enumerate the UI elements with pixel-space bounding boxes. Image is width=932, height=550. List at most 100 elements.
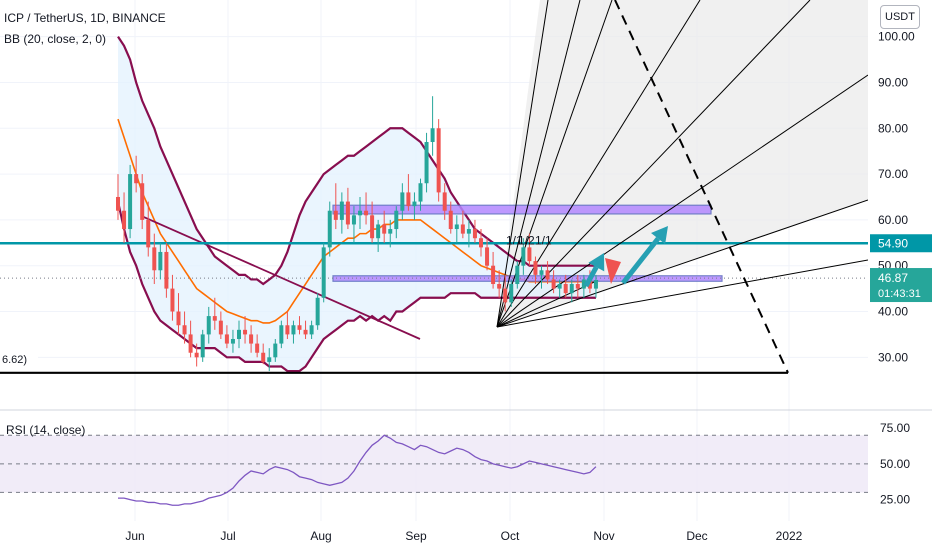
time-tick-label: Aug [310, 529, 331, 543]
candle-body [527, 247, 532, 262]
price-tick-label: 40.00 [878, 305, 908, 319]
up-arrow-small-head[interactable] [588, 253, 605, 272]
candle-body [575, 284, 580, 289]
bb-indicator-legend[interactable]: BB (20, close, 2, 0) [4, 32, 107, 46]
candle-body [448, 210, 453, 230]
currency-button[interactable]: USDT [880, 5, 920, 29]
fan-line[interactable] [496, 0, 549, 328]
candle-body [212, 316, 217, 321]
candle-body [134, 174, 139, 184]
fan-line[interactable] [496, 0, 581, 328]
fan-line[interactable] [496, 199, 868, 328]
candle-body [370, 215, 375, 239]
candle-body [479, 238, 483, 248]
candle-body [460, 224, 465, 234]
candle-body [339, 201, 344, 220]
candle-body [466, 229, 471, 234]
candle-body [551, 279, 556, 289]
candle-body [394, 210, 399, 230]
candle-body [321, 247, 326, 298]
candle-body [122, 210, 127, 230]
candle-body [491, 265, 496, 285]
price-pane: 1/11/2 1/1 [0, 0, 868, 374]
candle-body [164, 251, 169, 289]
candle-body [545, 270, 550, 280]
bb-upper-line [117, 36, 596, 286]
candle-body [430, 128, 435, 143]
candle-body [128, 174, 133, 230]
candle-body [194, 352, 199, 358]
candle-body [539, 270, 544, 275]
candle-body [170, 288, 175, 312]
rsi-tick-label: 25.00 [880, 493, 910, 507]
candle-body [116, 196, 120, 211]
up-arrow-large-head[interactable] [651, 226, 668, 245]
candle-body [261, 352, 266, 362]
bb-lower-line [116, 201, 596, 373]
candle-body [230, 338, 235, 344]
last-price-text: 46.87 [878, 271, 908, 285]
fan-label: 1/1 [506, 234, 523, 248]
red-down-arrow[interactable] [605, 258, 621, 284]
level-price-tag-text: 54.90 [878, 236, 908, 250]
up-arrow-small-shaft[interactable] [583, 265, 599, 288]
candle-body [152, 247, 157, 271]
price-tick-label: 80.00 [878, 121, 908, 135]
candle-body [327, 210, 332, 248]
candle-body [557, 284, 562, 289]
up-arrow-large-shaft[interactable] [621, 237, 661, 285]
candle-body [569, 284, 574, 294]
candle-body [436, 128, 441, 193]
trend-line[interactable] [142, 215, 421, 340]
time-tick-label: Oct [501, 529, 520, 543]
candle-body [224, 334, 229, 344]
candle-body [273, 343, 278, 358]
candle-body [563, 284, 568, 294]
candle-body [158, 251, 163, 271]
candle-body [176, 311, 181, 326]
candle-body [593, 280, 598, 289]
time-tick-label: Jun [125, 529, 144, 543]
candle-body [424, 142, 429, 184]
fan-line[interactable] [496, 0, 701, 328]
dashed-projection-line[interactable] [614, 0, 789, 374]
candle-body [333, 210, 338, 220]
candle-body [509, 284, 514, 303]
candle-body [279, 325, 284, 344]
supply-demand-zone[interactable] [332, 204, 712, 215]
candle-body [188, 334, 193, 353]
candle-body [243, 329, 248, 335]
candle-body [303, 329, 308, 335]
candle-body [503, 288, 508, 303]
candle-body [200, 334, 205, 358]
candle-body [418, 183, 423, 202]
candle-body [249, 334, 254, 344]
candle-body [400, 192, 405, 211]
candle-body [376, 224, 381, 239]
fan-shaded-area [497, 0, 868, 327]
symbol-legend[interactable]: ICP / TetherUS, 1D, BINANCE [4, 11, 166, 25]
candle-body [345, 201, 350, 225]
time-tick-label: Jul [220, 529, 235, 543]
fan-line[interactable] [496, 279, 599, 328]
left-level-label-bg [0, 350, 38, 367]
price-tick-label: 100.00 [878, 30, 915, 44]
rsi-line [118, 434, 597, 506]
candle-body [315, 297, 320, 326]
rsi-tick-label: 50.00 [880, 457, 910, 471]
candle-body [412, 201, 417, 207]
price-tick-label: 70.00 [878, 167, 908, 181]
countdown-text: 01:43:31 [878, 288, 921, 300]
rsi-indicator-legend[interactable]: RSI (14, close) [6, 423, 86, 437]
axes: 100.00 90.00 80.00 70.00 60.00 50.00 40.00 30.0… [0, 30, 932, 543]
candle-body [206, 316, 211, 335]
candle-body [297, 325, 302, 330]
price-tick-label: 90.00 [878, 75, 908, 89]
last-price-tag [870, 268, 932, 303]
fan-line[interactable] [496, 259, 868, 328]
time-tick-label: Dec [686, 529, 707, 543]
left-level-label: 6.62) [2, 354, 27, 366]
candle-body [140, 183, 145, 220]
candle-body [255, 343, 260, 353]
